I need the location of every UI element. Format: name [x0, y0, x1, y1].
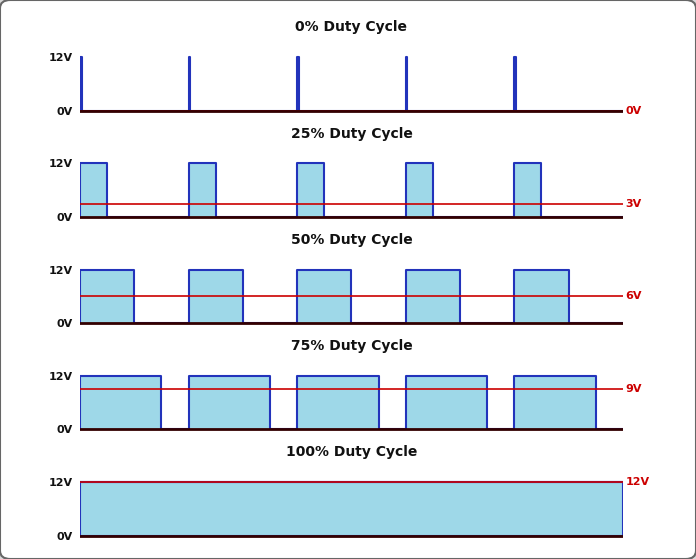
Bar: [189, 269, 243, 323]
Text: 75% Duty Cycle: 75% Duty Cycle: [291, 339, 412, 353]
Bar: [80, 163, 107, 217]
Text: 9V: 9V: [626, 384, 642, 394]
Bar: [514, 269, 569, 323]
Text: 100% Duty Cycle: 100% Duty Cycle: [286, 445, 417, 459]
Text: 0V: 0V: [626, 106, 642, 116]
Bar: [189, 376, 270, 429]
Text: 6V: 6V: [626, 291, 642, 301]
Bar: [80, 269, 134, 323]
Text: 12V: 12V: [626, 477, 650, 487]
Text: 3V: 3V: [626, 198, 642, 209]
Text: 0% Duty Cycle: 0% Duty Cycle: [296, 20, 407, 34]
Bar: [80, 482, 623, 536]
Bar: [514, 163, 541, 217]
Bar: [297, 376, 379, 429]
Bar: [80, 376, 161, 429]
Bar: [406, 376, 487, 429]
Bar: [514, 376, 596, 429]
Bar: [406, 269, 460, 323]
Text: 50% Duty Cycle: 50% Duty Cycle: [291, 233, 412, 247]
Bar: [297, 269, 351, 323]
Bar: [406, 163, 433, 217]
Bar: [297, 163, 324, 217]
Text: 25% Duty Cycle: 25% Duty Cycle: [290, 126, 413, 140]
Bar: [189, 163, 216, 217]
